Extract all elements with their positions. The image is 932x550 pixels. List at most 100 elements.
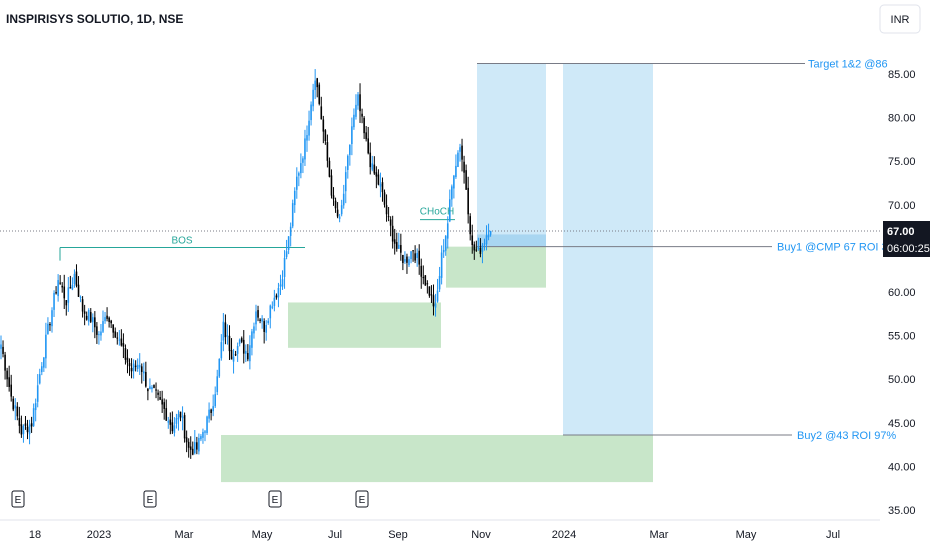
candle-body [189,446,192,450]
candle-body [334,200,337,209]
candle-body [26,426,29,433]
candle-body [65,300,68,306]
candle-body [24,423,27,426]
candle [6,367,8,387]
candle-body [400,245,402,253]
candle [65,300,68,316]
candle-body [212,406,214,412]
target-zone-1 [477,63,546,247]
candle [412,249,414,262]
candle [369,142,372,175]
candle [67,277,70,312]
candle-body [138,365,141,368]
candle [28,419,31,445]
candle [185,430,188,453]
candle-body [459,147,461,152]
candle [318,82,321,106]
earnings-badge[interactable]: E [268,490,282,508]
y-tick-label: 85.00 [888,69,916,81]
candle [444,235,447,256]
candle [424,274,427,286]
candle [41,362,43,376]
candle [187,438,190,458]
candle [196,436,198,455]
candle [210,408,212,421]
candle [79,295,82,303]
candle [228,325,231,360]
candle [108,316,110,328]
candle [124,344,127,365]
candle-body [269,305,272,319]
candle-body [53,292,55,310]
candle-body [302,158,304,163]
candle-body [118,339,121,341]
candle [271,301,274,310]
buy2-label: Buy2 @43 ROI 97% [797,430,896,442]
candle-body [322,119,325,132]
candle [320,96,323,120]
candle [442,239,445,258]
candle [342,184,345,209]
candle [145,361,147,388]
candle-body [281,279,284,287]
y-tick-label: 55.00 [888,331,916,343]
candle [334,197,337,213]
y-axis[interactable]: 85.0080.0075.0070.0065.0060.0055.0050.00… [888,69,916,517]
candle [395,232,398,252]
earnings-badge[interactable]: E [143,490,157,508]
candle [232,348,235,374]
candle [175,413,178,429]
candle [477,237,480,251]
candle-body [16,406,19,417]
earnings-badge[interactable]: E [355,490,369,508]
candle [212,394,214,417]
candle [24,415,27,430]
candle-body [116,337,119,339]
candle-body [414,253,416,261]
candle [69,275,72,289]
candle [273,289,276,312]
candle [430,285,433,303]
candle [106,307,108,322]
candle-body [489,230,492,235]
earnings-badge[interactable]: E [11,490,25,508]
candle [326,134,329,168]
candle-body [389,219,392,226]
candle-body [92,317,94,323]
candle [75,264,78,288]
candle [267,318,270,325]
candle-body [67,287,70,303]
candle-body [10,384,12,397]
x-tick-label: 18 [29,529,41,541]
candle [416,248,418,267]
candle [379,172,382,198]
current-price-value: 67.00 [887,226,915,238]
candle-body [359,94,361,112]
candle [149,378,151,390]
candle [136,358,139,372]
candle-body [206,416,208,433]
candle-body [183,415,186,439]
candle-body [194,442,196,454]
x-tick-label: May [736,529,757,541]
candle [38,368,41,385]
candle-body [259,319,261,322]
candle [308,110,310,141]
candle-body [120,338,123,346]
candle-body [438,276,441,290]
candle [279,274,282,296]
y-tick-label: 50.00 [888,374,916,386]
candle [277,282,280,308]
candle-body [412,250,414,252]
candle [14,398,17,421]
x-tick-label: Sep [388,529,408,541]
candle-body [106,315,108,319]
candle [420,258,423,289]
currency-button[interactable]: INR [879,4,921,34]
candle-body [408,259,410,266]
y-tick-label: 60.00 [888,287,916,299]
x-axis[interactable]: 18 2023 Mar May Jul Sep Nov 2024 Mar May Jul [0,519,880,541]
candle [457,150,459,168]
